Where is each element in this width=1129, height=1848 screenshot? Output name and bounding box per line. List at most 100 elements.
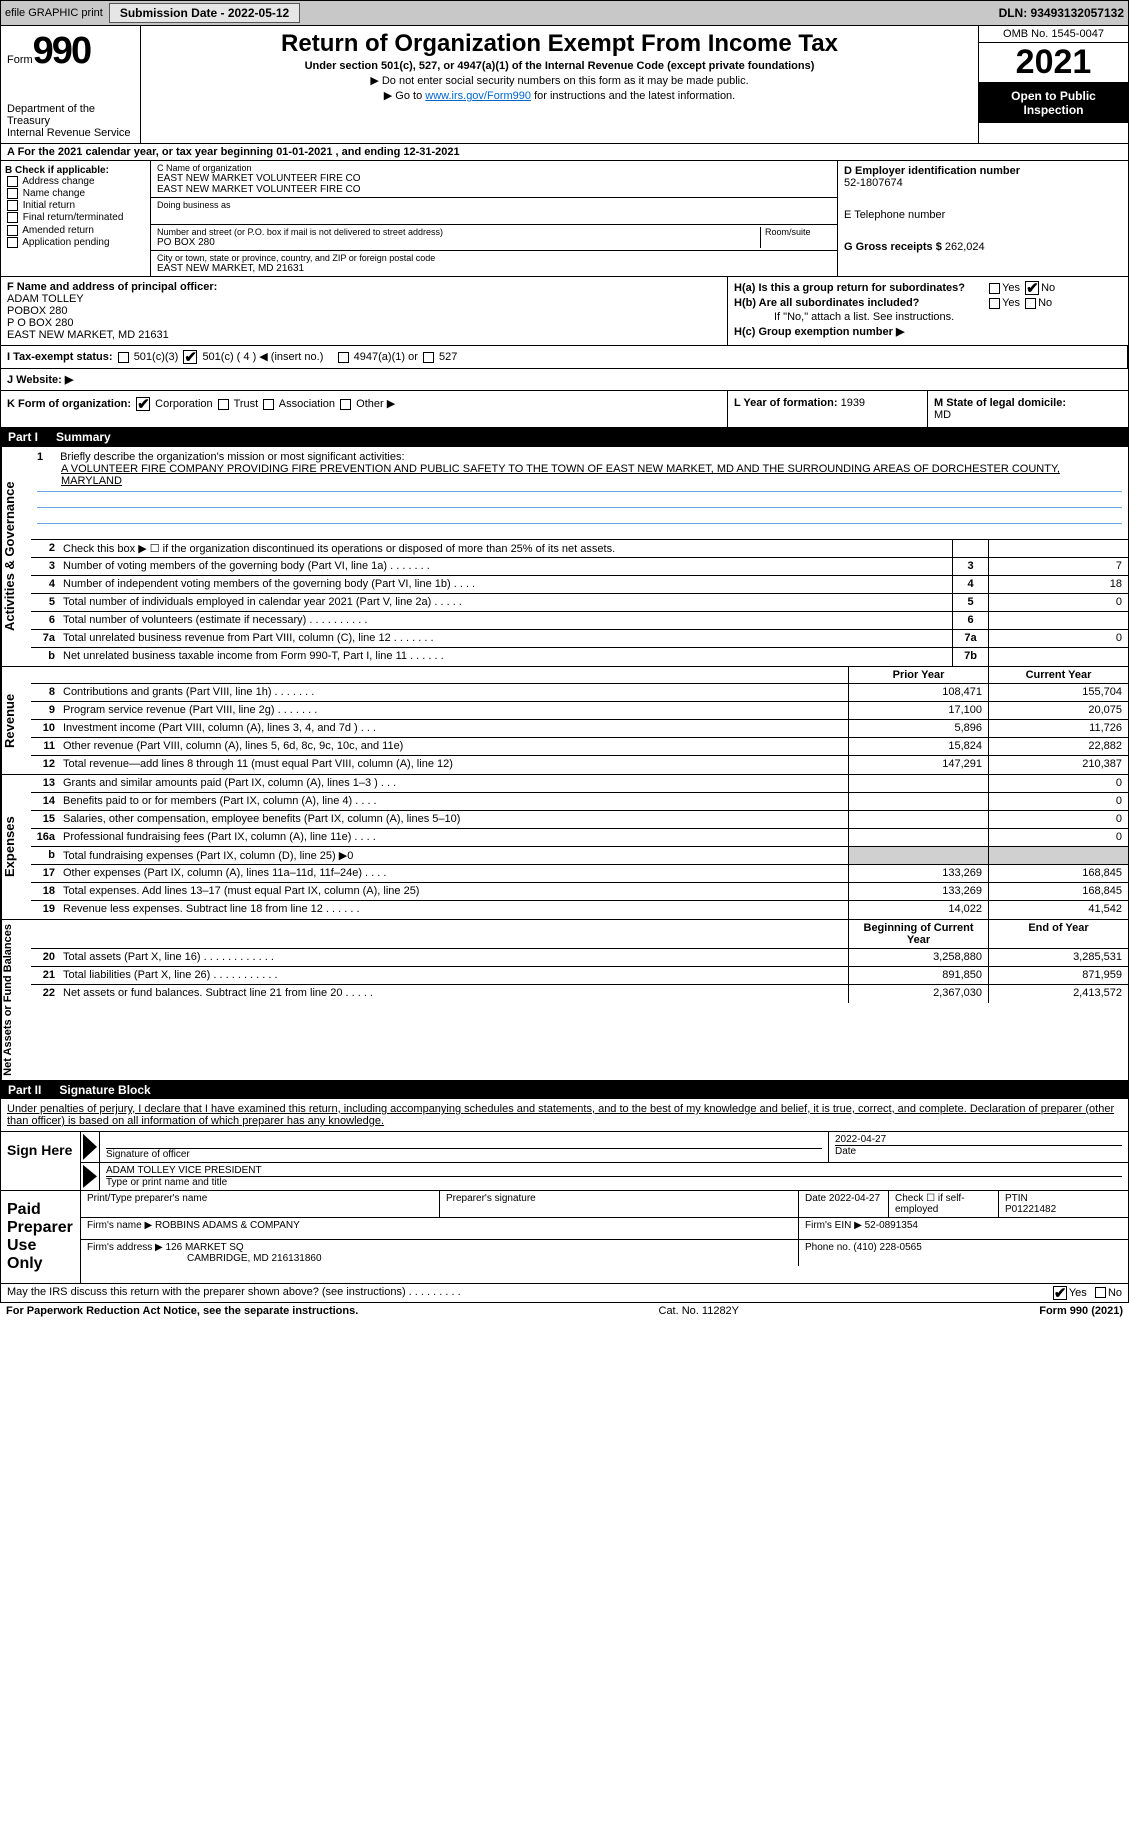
line-desc: Grants and similar amounts paid (Part IX… xyxy=(59,775,848,792)
line-num: 21 xyxy=(31,967,59,984)
table-row: 8 Contributions and grants (Part VIII, l… xyxy=(31,684,1128,702)
opt-text: Initial return xyxy=(23,200,75,211)
line-desc: Net unrelated business taxable income fr… xyxy=(59,648,952,666)
line-desc: Check this box ▶ ☐ if the organization d… xyxy=(59,540,952,557)
line-num: 13 xyxy=(31,775,59,792)
prior-value xyxy=(848,847,988,864)
hb-label: H(b) Are all subordinates included? xyxy=(734,297,984,309)
form-title: Return of Organization Exempt From Incom… xyxy=(147,30,972,58)
ein-block: D Employer identification number 52-1807… xyxy=(844,165,1122,189)
line-desc: Benefits paid to or for members (Part IX… xyxy=(59,793,848,810)
line-num: 11 xyxy=(31,738,59,755)
checkbox-icon xyxy=(7,176,18,187)
chk-pending[interactable]: Application pending xyxy=(5,237,146,248)
part1-title: Summary xyxy=(56,430,111,444)
penalty-text: Under penalties of perjury, I declare th… xyxy=(0,1099,1129,1132)
checkbox-icon[interactable] xyxy=(118,352,129,363)
open-to-public: Open to Public Inspection xyxy=(979,83,1128,123)
checkbox-icon[interactable] xyxy=(989,298,1000,309)
officer-addr1: POBOX 280 xyxy=(7,305,68,317)
side-label-gov: Activities & Governance xyxy=(1,447,31,666)
checkbox-icon[interactable] xyxy=(1025,298,1036,309)
checkbox-icon[interactable] xyxy=(1095,1287,1106,1298)
current-value: 210,387 xyxy=(988,756,1128,774)
current-value: 155,704 xyxy=(988,684,1128,701)
line-num: 17 xyxy=(31,865,59,882)
line-num: 8 xyxy=(31,684,59,701)
table-row: 17 Other expenses (Part IX, column (A), … xyxy=(31,865,1128,883)
checkbox-checked-icon[interactable] xyxy=(1053,1286,1067,1300)
chk-final[interactable]: Final return/terminated xyxy=(5,212,146,223)
table-row: 13 Grants and similar amounts paid (Part… xyxy=(31,775,1128,793)
officer-addr2: P O BOX 280 xyxy=(7,317,73,329)
f-label: F Name and address of principal officer: xyxy=(7,281,217,293)
checkbox-icon[interactable] xyxy=(340,399,351,410)
yes-text: Yes xyxy=(1002,297,1020,309)
l-value: 1939 xyxy=(841,397,865,409)
table-row: 21 Total liabilities (Part X, line 26) .… xyxy=(31,967,1128,985)
arrow-icon xyxy=(83,1134,97,1160)
current-value: 11,726 xyxy=(988,720,1128,737)
chk-amended[interactable]: Amended return xyxy=(5,225,146,236)
opt-text: Name change xyxy=(23,188,85,199)
line-box xyxy=(952,540,988,557)
form-ref: Form 990 (2021) xyxy=(1039,1305,1123,1317)
hb-note: If "No," attach a list. See instructions… xyxy=(734,311,1122,323)
header-middle: Return of Organization Exempt From Incom… xyxy=(141,26,978,143)
l-year: L Year of formation: 1939 xyxy=(728,391,928,427)
opt-text: Amended return xyxy=(22,225,94,236)
net-assets-section: Net Assets or Fund Balances Beginning of… xyxy=(0,920,1129,1081)
checkbox-checked-icon[interactable] xyxy=(183,350,197,364)
hc-row: H(c) Group exemption number ▶ xyxy=(734,325,1122,338)
signer-name: ADAM TOLLEY VICE PRESIDENT xyxy=(106,1165,1122,1176)
table-row: 2 Check this box ▶ ☐ if the organization… xyxy=(31,540,1128,558)
sig-date: 2022-04-27 xyxy=(835,1134,1122,1145)
paid-right: Print/Type preparer's name Preparer's si… xyxy=(81,1191,1128,1283)
ptin-cell: PTINP01221482 xyxy=(998,1191,1128,1217)
line-desc: Number of independent voting members of … xyxy=(59,576,952,593)
line-box: 5 xyxy=(952,594,988,611)
line-value xyxy=(988,612,1128,629)
mission-cell: 1 Briefly describe the organization's mi… xyxy=(31,447,1128,540)
form-word: Form xyxy=(7,54,33,66)
col-current: Current Year xyxy=(988,667,1128,683)
prior-value xyxy=(848,829,988,846)
checkbox-icon[interactable] xyxy=(338,352,349,363)
opt-4947: 4947(a)(1) or xyxy=(354,351,418,363)
yes-text: Yes xyxy=(1069,1287,1087,1299)
b-label: B Check if applicable: xyxy=(5,165,109,176)
chk-name[interactable]: Name change xyxy=(5,188,146,199)
checkbox-checked-icon[interactable] xyxy=(136,397,150,411)
mission-text: A VOLUNTEER FIRE COMPANY PROVIDING FIRE … xyxy=(37,463,1122,487)
col-end: End of Year xyxy=(988,920,1128,948)
note-pre: ▶ Go to xyxy=(384,90,425,102)
row-fh: F Name and address of principal officer:… xyxy=(0,277,1129,346)
org-name-2: EAST NEW MARKET VOLUNTEER FIRE CO xyxy=(157,184,831,195)
table-row: 20 Total assets (Part X, line 16) . . . … xyxy=(31,949,1128,967)
ha-row: H(a) Is this a group return for subordin… xyxy=(734,281,1122,295)
paid-label: Paid Preparer Use Only xyxy=(1,1191,81,1283)
form-header: Form990 Department of the Treasury Inter… xyxy=(0,26,1129,144)
prior-value: 108,471 xyxy=(848,684,988,701)
sign-here-label: Sign Here xyxy=(1,1132,81,1190)
checkbox-icon xyxy=(7,200,18,211)
checkbox-icon[interactable] xyxy=(218,399,229,410)
submission-date-button[interactable]: Submission Date - 2022-05-12 xyxy=(109,3,300,23)
checkbox-icon[interactable] xyxy=(423,352,434,363)
line-num: 14 xyxy=(31,793,59,810)
ein-label: D Employer identification number xyxy=(844,165,1020,177)
room-label: Room/suite xyxy=(761,227,831,248)
checkbox-checked-icon[interactable] xyxy=(1025,281,1039,295)
opt-501c: 501(c) ( 4 ) ◀ (insert no.) xyxy=(202,351,323,363)
firm-name: ROBBINS ADAMS & COMPANY xyxy=(155,1220,300,1231)
checkbox-icon[interactable] xyxy=(263,399,274,410)
current-value: 0 xyxy=(988,811,1128,828)
irs-link[interactable]: www.irs.gov/Form990 xyxy=(425,90,531,102)
line-num: b xyxy=(31,648,59,666)
ha-label: H(a) Is this a group return for subordin… xyxy=(734,282,984,294)
hb-row: H(b) Are all subordinates included? Yes … xyxy=(734,297,1122,309)
checkbox-icon[interactable] xyxy=(989,283,1000,294)
chk-initial[interactable]: Initial return xyxy=(5,200,146,211)
table-row: 18 Total expenses. Add lines 13–17 (must… xyxy=(31,883,1128,901)
chk-address[interactable]: Address change xyxy=(5,176,146,187)
